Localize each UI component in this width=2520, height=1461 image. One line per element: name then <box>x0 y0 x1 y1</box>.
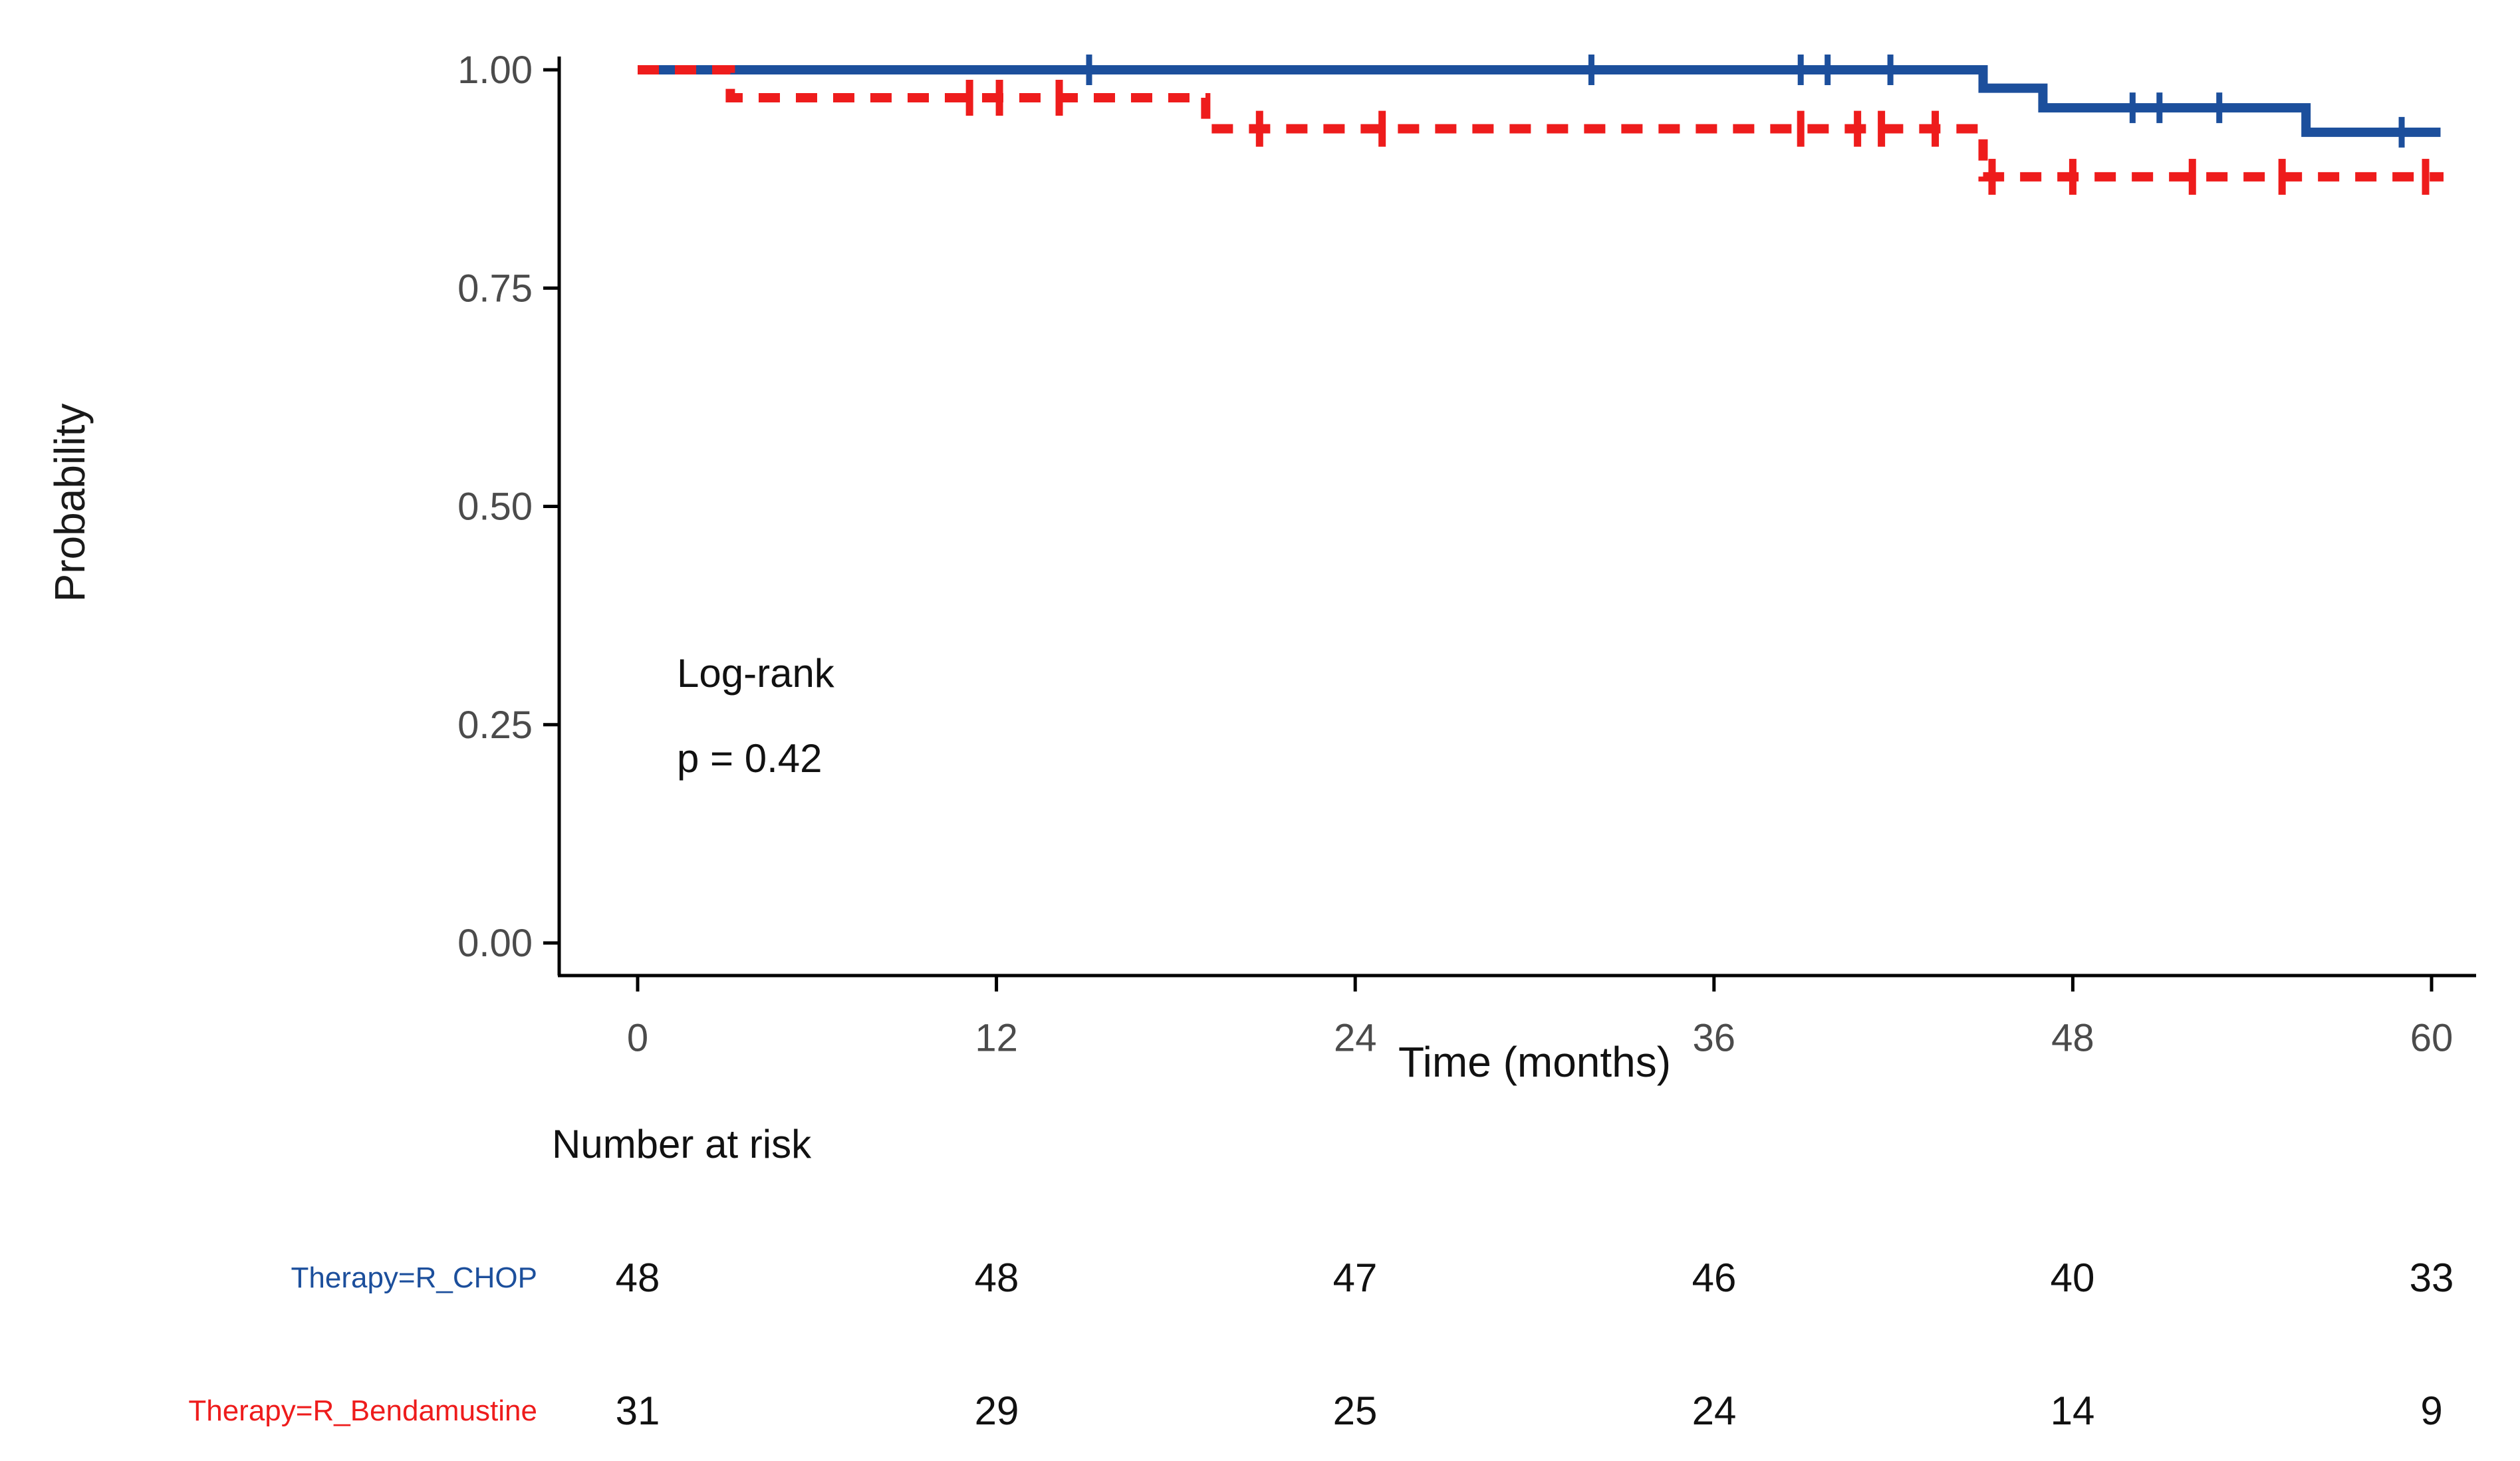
risk-count-benda-24: 25 <box>1332 1389 1378 1433</box>
y-tick-label: 0.50 <box>457 485 533 529</box>
y-axis-title: Probability <box>46 403 94 602</box>
risk-count-benda-60: 9 <box>2420 1389 2443 1433</box>
risk-count-rchop-24: 47 <box>1332 1256 1378 1300</box>
risk-count-rchop-60: 33 <box>2409 1256 2454 1300</box>
risk-count-rchop-0: 48 <box>615 1256 660 1300</box>
risk-table-title: Number at risk <box>552 1122 812 1166</box>
legend-label-bendamustine: Therapy=R_Bendamustine <box>188 1395 537 1427</box>
km-curve-bendamustine <box>638 65 2444 182</box>
x-tick-label: 0 <box>627 1017 648 1060</box>
y-tick-label: 0.00 <box>457 922 533 965</box>
x-tick-label: 60 <box>2410 1017 2454 1060</box>
risk-count-rchop-36: 46 <box>1692 1256 1737 1300</box>
y-tick-label: 1.00 <box>457 49 533 92</box>
risk-count-rchop-12: 48 <box>974 1256 1019 1300</box>
km-curve-rchop <box>638 65 2441 137</box>
risk-count-benda-0: 31 <box>615 1389 660 1433</box>
curves-layer <box>638 55 2444 195</box>
risk-count-benda-12: 29 <box>974 1389 1019 1433</box>
x-tick-label: 36 <box>1693 1017 1736 1060</box>
y-tick-label: 0.25 <box>457 704 533 747</box>
axes-layer: 0 12 24 36 48 60 1.00 0.75 0.50 0.25 0.00 <box>457 49 2476 1060</box>
risk-count-benda-48: 14 <box>2050 1389 2095 1433</box>
legend-label-rchop: Therapy=R_CHOP <box>291 1262 537 1294</box>
p-value-annotation: p = 0.42 <box>677 736 822 781</box>
logrank-annotation: Log-rank <box>677 651 834 696</box>
x-tick-label: 48 <box>2051 1017 2094 1060</box>
risk-count-benda-36: 24 <box>1692 1389 1737 1433</box>
y-tick-label: 0.75 <box>457 267 533 310</box>
x-tick-label: 12 <box>975 1017 1018 1060</box>
x-tick-label: 24 <box>1334 1017 1377 1060</box>
x-axis-title: Time (months) <box>1398 1038 1672 1086</box>
risk-count-rchop-48: 40 <box>2050 1256 2095 1300</box>
